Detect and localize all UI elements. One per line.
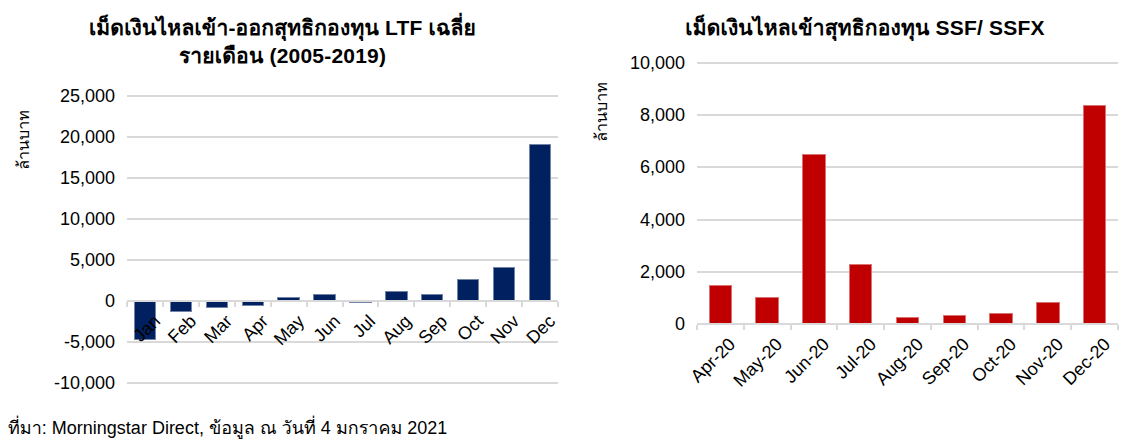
- bar: [170, 301, 192, 312]
- source-note: ที่มา: Morningstar Direct, ข้อมูล ณ วันท…: [8, 413, 447, 442]
- x-axis-line: [697, 323, 1118, 325]
- axis-tick: [696, 325, 698, 330]
- axis-tick: [485, 302, 487, 307]
- axis-tick: [930, 325, 932, 330]
- gridline: [127, 136, 558, 138]
- axis-tick: [449, 302, 451, 307]
- axis-tick: [521, 302, 523, 307]
- axis-tick: [1023, 325, 1025, 330]
- bar: [709, 285, 732, 324]
- axis-tick: [342, 302, 344, 307]
- axis-tick: [306, 302, 308, 307]
- ltf-chart-title-line1: เม็ดเงินไหลเข้า-ออกสุทธิกองทุน LTF เฉลี่…: [0, 14, 565, 42]
- bar: [755, 297, 778, 324]
- y-tick-label: 20,000: [25, 126, 115, 148]
- axis-tick: [883, 325, 885, 330]
- y-tick-label: 10,000: [595, 52, 685, 74]
- gridline: [697, 271, 1118, 273]
- y-tick-label: 2,000: [595, 261, 685, 283]
- y-tick-label: -5,000: [25, 331, 115, 353]
- ltf-chart-plot-area: -10,000-5,00005,00010,00015,00020,00025,…: [127, 96, 558, 383]
- y-tick-label: 4,000: [595, 209, 685, 231]
- axis-tick: [126, 302, 128, 307]
- bar: [849, 264, 872, 324]
- bar: [493, 267, 515, 301]
- axis-tick: [162, 302, 164, 307]
- bar: [529, 144, 551, 301]
- axis-tick: [198, 302, 200, 307]
- y-tick-label: 25,000: [25, 85, 115, 107]
- y-tick-label: 15,000: [25, 167, 115, 189]
- bar: [457, 279, 479, 301]
- axis-tick: [836, 325, 838, 330]
- gridline: [697, 166, 1118, 168]
- ssf-chart-plot-area: 02,0004,0006,0008,00010,000Apr-20May-20J…: [697, 63, 1118, 324]
- axis-tick: [743, 325, 745, 330]
- axis-tick: [270, 302, 272, 307]
- axis-tick: [234, 302, 236, 307]
- gridline: [127, 218, 558, 220]
- y-tick-label: 0: [595, 313, 685, 335]
- gridline: [697, 62, 1118, 64]
- axis-tick: [557, 302, 559, 307]
- axis-tick: [413, 302, 415, 307]
- y-tick-label: 10,000: [25, 208, 115, 230]
- y-tick-label: 6,000: [595, 156, 685, 178]
- gridline: [127, 95, 558, 97]
- y-tick-label: 5,000: [25, 249, 115, 271]
- gridline: [697, 114, 1118, 116]
- bar: [1083, 105, 1106, 324]
- axis-tick: [1070, 325, 1072, 330]
- gridline: [127, 259, 558, 261]
- ltf-chart-title-line2: รายเดือน (2005-2019): [0, 42, 565, 70]
- axis-tick: [977, 325, 979, 330]
- ltf-chart-title: เม็ดเงินไหลเข้า-ออกสุทธิกองทุน LTF เฉลี่…: [0, 14, 565, 70]
- axis-tick: [377, 302, 379, 307]
- ssf-chart-title: เม็ดเงินไหลเข้าสุทธิกองทุน SSF/ SSFX: [585, 14, 1145, 42]
- axis-tick: [790, 325, 792, 330]
- bar: [1036, 302, 1059, 324]
- dual-bar-chart-figure: เม็ดเงินไหลเข้า-ออกสุทธิกองทุน LTF เฉลี่…: [0, 0, 1147, 446]
- gridline: [697, 219, 1118, 221]
- ssf-chart-title-line1: เม็ดเงินไหลเข้าสุทธิกองทุน SSF/ SSFX: [585, 14, 1145, 42]
- gridline: [127, 177, 558, 179]
- axis-tick: [1117, 325, 1119, 330]
- y-tick-label: 8,000: [595, 104, 685, 126]
- bar: [802, 154, 825, 324]
- y-tick-label: 0: [25, 290, 115, 312]
